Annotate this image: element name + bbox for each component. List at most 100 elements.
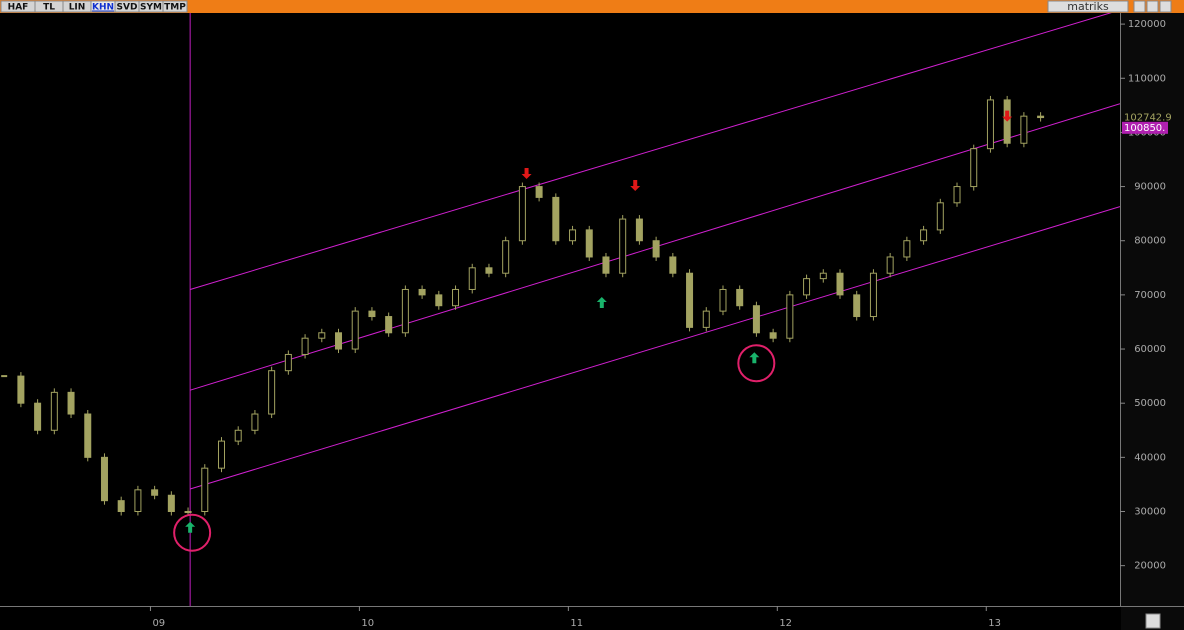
x-tick-label: 12 [779, 618, 792, 629]
candle [117, 500, 125, 512]
logo-box [1047, 0, 1129, 13]
y-tick-label: 30000 [1134, 506, 1166, 517]
candle [736, 288, 744, 307]
candle [67, 391, 75, 415]
candle [819, 272, 827, 280]
candle [518, 186, 526, 242]
toolbar-button-label: KHN [92, 3, 114, 13]
signal-arrow [630, 179, 641, 191]
toolbar-button-label: TL [43, 3, 55, 13]
channel-line [190, 206, 1120, 490]
price-label: 102742.9 [1124, 113, 1172, 124]
candle [686, 272, 694, 328]
y-tick-label: 80000 [1134, 236, 1166, 247]
scroll-button[interactable] [1145, 613, 1161, 629]
candle [535, 186, 543, 198]
candle [1, 375, 8, 378]
y-tick-label: 20000 [1134, 561, 1166, 572]
candle [17, 375, 25, 404]
candle [435, 294, 443, 307]
candle [669, 256, 677, 274]
price-label: 100850. [1124, 123, 1165, 134]
candle [803, 278, 811, 296]
candle [201, 467, 209, 512]
toolbar-button-label: LIN [69, 3, 86, 13]
candle [234, 429, 242, 442]
candle [936, 202, 944, 231]
candle [836, 272, 844, 296]
toolbar-button-label: TMP [164, 3, 186, 13]
candle [920, 229, 928, 242]
toolbar-button[interactable] [162, 0, 188, 13]
candle [151, 489, 159, 496]
toolbar [0, 0, 1184, 13]
candle [602, 256, 610, 274]
candle [134, 489, 142, 512]
y-tick-label: 120000 [1128, 19, 1166, 30]
candle [318, 332, 326, 339]
candle [368, 310, 376, 318]
candle [418, 288, 426, 296]
candle [619, 218, 627, 274]
logo: matriks [1067, 0, 1109, 13]
candle [100, 456, 108, 502]
signal-arrow [185, 521, 196, 533]
y-tick-label: 70000 [1134, 290, 1166, 301]
candle [268, 370, 276, 415]
candle [184, 510, 192, 513]
candle [468, 267, 476, 290]
candle [301, 337, 309, 355]
y-tick-label: 40000 [1134, 452, 1166, 463]
candle [34, 402, 42, 431]
signal-circle [173, 513, 212, 552]
candle [167, 494, 175, 512]
signal-arrow [596, 297, 607, 309]
signal-arrow [749, 352, 760, 364]
toolbar-button-label: HAF [8, 3, 29, 13]
candle [452, 288, 460, 307]
x-tick-label: 13 [988, 618, 1001, 629]
signal-circle [737, 344, 776, 383]
candle [1037, 115, 1045, 119]
candle [752, 305, 760, 334]
signal-arrow [1002, 110, 1013, 122]
candle [953, 186, 961, 204]
window-maximize[interactable] [1146, 0, 1159, 13]
candle [853, 294, 861, 318]
price-label-box [1122, 121, 1168, 134]
candle [485, 267, 493, 274]
y-tick-label: 60000 [1134, 344, 1166, 355]
candle [284, 353, 292, 372]
candle [84, 413, 92, 458]
candle [869, 272, 877, 318]
x-tick-label: 09 [152, 618, 165, 629]
candle [351, 310, 359, 350]
y-tick-label: 110000 [1128, 73, 1166, 84]
candle [702, 310, 710, 328]
channel-line [190, 13, 1112, 290]
candle [652, 240, 660, 258]
candle [719, 288, 727, 312]
candle [786, 294, 794, 339]
candle [886, 256, 894, 274]
candle [1020, 115, 1028, 144]
candle [970, 148, 978, 188]
window-minimize[interactable] [1133, 0, 1146, 13]
y-axis-panel [1121, 13, 1184, 630]
y-tick-label: 50000 [1134, 398, 1166, 409]
candle [552, 196, 560, 242]
signal-arrow [521, 168, 532, 180]
candle [585, 229, 593, 258]
candle [769, 332, 777, 339]
candle [385, 316, 393, 334]
candle [335, 332, 343, 350]
candle [635, 218, 643, 242]
toolbar-button-label: SVD [117, 3, 138, 13]
y-tick-label: 90000 [1134, 182, 1166, 193]
candle [401, 288, 409, 334]
candle [502, 240, 510, 274]
candle [903, 240, 911, 258]
window-close[interactable] [1159, 0, 1172, 13]
